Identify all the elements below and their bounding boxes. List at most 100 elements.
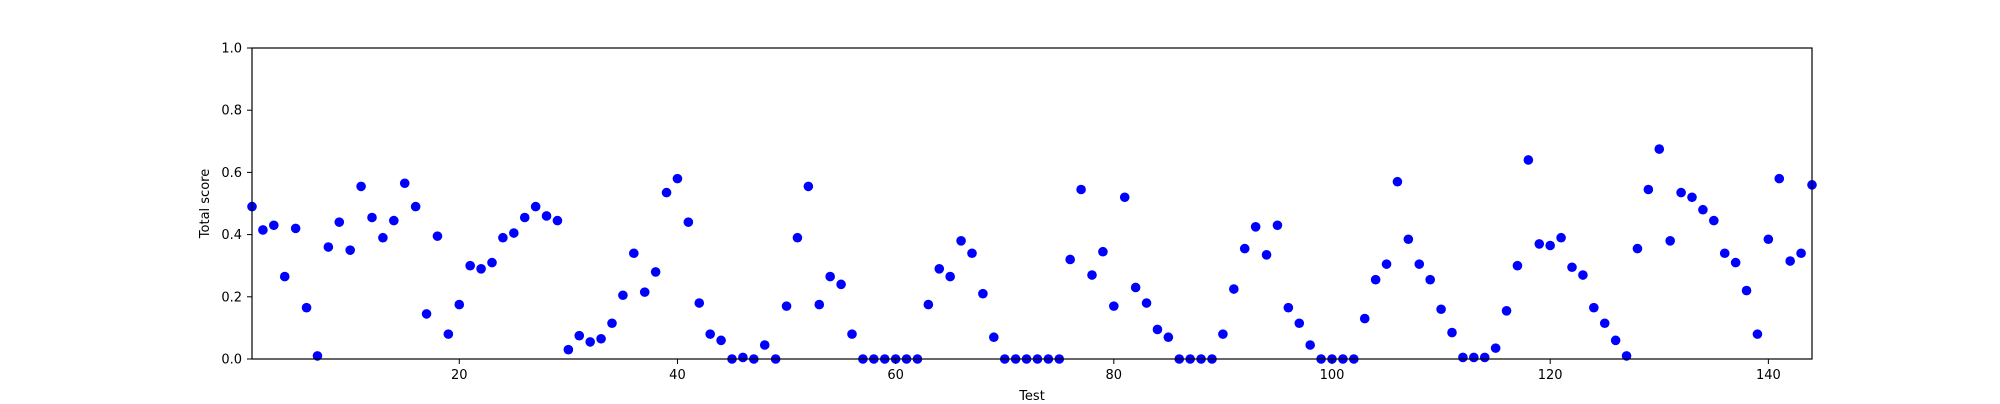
data-point bbox=[1632, 243, 1643, 254]
data-point bbox=[443, 329, 454, 339]
data-point bbox=[1152, 324, 1163, 335]
data-point bbox=[410, 201, 421, 212]
data-point bbox=[1261, 250, 1272, 260]
data-point bbox=[1250, 222, 1261, 232]
data-point bbox=[1512, 260, 1523, 271]
data-point bbox=[421, 309, 432, 319]
data-point bbox=[1370, 274, 1381, 285]
data-point bbox=[1381, 259, 1392, 269]
data-point bbox=[432, 231, 443, 241]
data-point bbox=[836, 279, 846, 290]
y-tick-label: 0.2 bbox=[221, 290, 242, 305]
data-point bbox=[563, 344, 574, 355]
data-point bbox=[781, 301, 792, 311]
data-point bbox=[1698, 204, 1708, 215]
data-point bbox=[639, 287, 650, 297]
data-point bbox=[814, 299, 825, 310]
data-point bbox=[1589, 302, 1599, 313]
data-point bbox=[1065, 254, 1075, 265]
data-point bbox=[1163, 332, 1174, 343]
data-point bbox=[1578, 270, 1588, 280]
data-point bbox=[607, 318, 617, 329]
data-point bbox=[519, 212, 530, 223]
data-point bbox=[967, 248, 977, 259]
data-point bbox=[1599, 318, 1610, 329]
data-point bbox=[1392, 176, 1403, 187]
data-points bbox=[247, 144, 1817, 364]
data-point bbox=[1239, 243, 1250, 254]
data-point bbox=[1687, 192, 1697, 203]
data-point bbox=[978, 288, 988, 299]
data-point bbox=[803, 181, 814, 192]
y-axis-ticks: 0.0 0.2 0.4 0.6 0.8 1.0 bbox=[221, 42, 252, 368]
data-point bbox=[258, 225, 268, 235]
data-point bbox=[650, 267, 661, 277]
plot-frame bbox=[251, 47, 1813, 360]
data-point bbox=[618, 290, 628, 301]
data-point bbox=[476, 264, 486, 274]
data-point bbox=[1534, 239, 1545, 249]
data-point bbox=[1469, 352, 1479, 363]
data-point bbox=[498, 232, 508, 243]
data-point bbox=[399, 178, 410, 189]
data-point bbox=[509, 228, 519, 238]
y-tick-label: 0.0 bbox=[221, 353, 242, 368]
data-point bbox=[454, 299, 465, 310]
data-point bbox=[945, 271, 955, 282]
data-point bbox=[1076, 184, 1086, 195]
data-point bbox=[1752, 329, 1763, 339]
data-point bbox=[1665, 236, 1675, 246]
data-point bbox=[1130, 282, 1141, 293]
data-point bbox=[792, 232, 803, 243]
data-point bbox=[923, 299, 934, 310]
x-axis-ticks: 20 40 60 80 100 120 140 bbox=[451, 359, 1781, 383]
data-point bbox=[1730, 257, 1741, 268]
data-point bbox=[705, 329, 715, 339]
data-point bbox=[279, 271, 290, 282]
data-point bbox=[1294, 318, 1305, 329]
data-point bbox=[825, 271, 835, 282]
data-point bbox=[1621, 351, 1632, 361]
data-point bbox=[956, 236, 966, 246]
data-point bbox=[1272, 220, 1283, 231]
data-point bbox=[759, 340, 770, 350]
data-point bbox=[389, 215, 399, 226]
y-tick-label: 0.4 bbox=[221, 228, 242, 243]
data-point bbox=[1229, 284, 1239, 294]
data-point bbox=[1741, 285, 1752, 296]
data-point bbox=[1676, 187, 1686, 198]
data-point bbox=[1501, 306, 1512, 316]
data-point bbox=[1490, 343, 1501, 353]
data-point bbox=[530, 201, 541, 212]
data-point bbox=[934, 264, 945, 274]
data-point bbox=[1719, 248, 1730, 259]
data-point bbox=[1654, 144, 1665, 154]
data-point bbox=[345, 245, 355, 255]
data-point bbox=[1479, 352, 1490, 363]
data-point bbox=[465, 260, 475, 271]
y-tick-label: 1.0 bbox=[221, 42, 242, 57]
data-point bbox=[323, 242, 334, 252]
data-point bbox=[1436, 304, 1446, 315]
data-point bbox=[847, 329, 857, 339]
data-point bbox=[1447, 327, 1457, 338]
x-axis-label: Test bbox=[1018, 389, 1045, 400]
data-point bbox=[269, 220, 279, 231]
data-point bbox=[1643, 184, 1654, 195]
data-point bbox=[629, 248, 639, 259]
data-point bbox=[1359, 313, 1370, 324]
data-point bbox=[1305, 340, 1315, 350]
data-point bbox=[301, 302, 312, 313]
data-point bbox=[1785, 256, 1795, 266]
data-point bbox=[1610, 335, 1621, 346]
data-point bbox=[1567, 262, 1577, 273]
data-point bbox=[1556, 232, 1566, 243]
data-point bbox=[738, 352, 748, 363]
data-point bbox=[356, 181, 366, 192]
data-point bbox=[1796, 248, 1806, 259]
data-point bbox=[541, 211, 552, 221]
data-point bbox=[672, 173, 683, 184]
data-point bbox=[989, 332, 999, 343]
